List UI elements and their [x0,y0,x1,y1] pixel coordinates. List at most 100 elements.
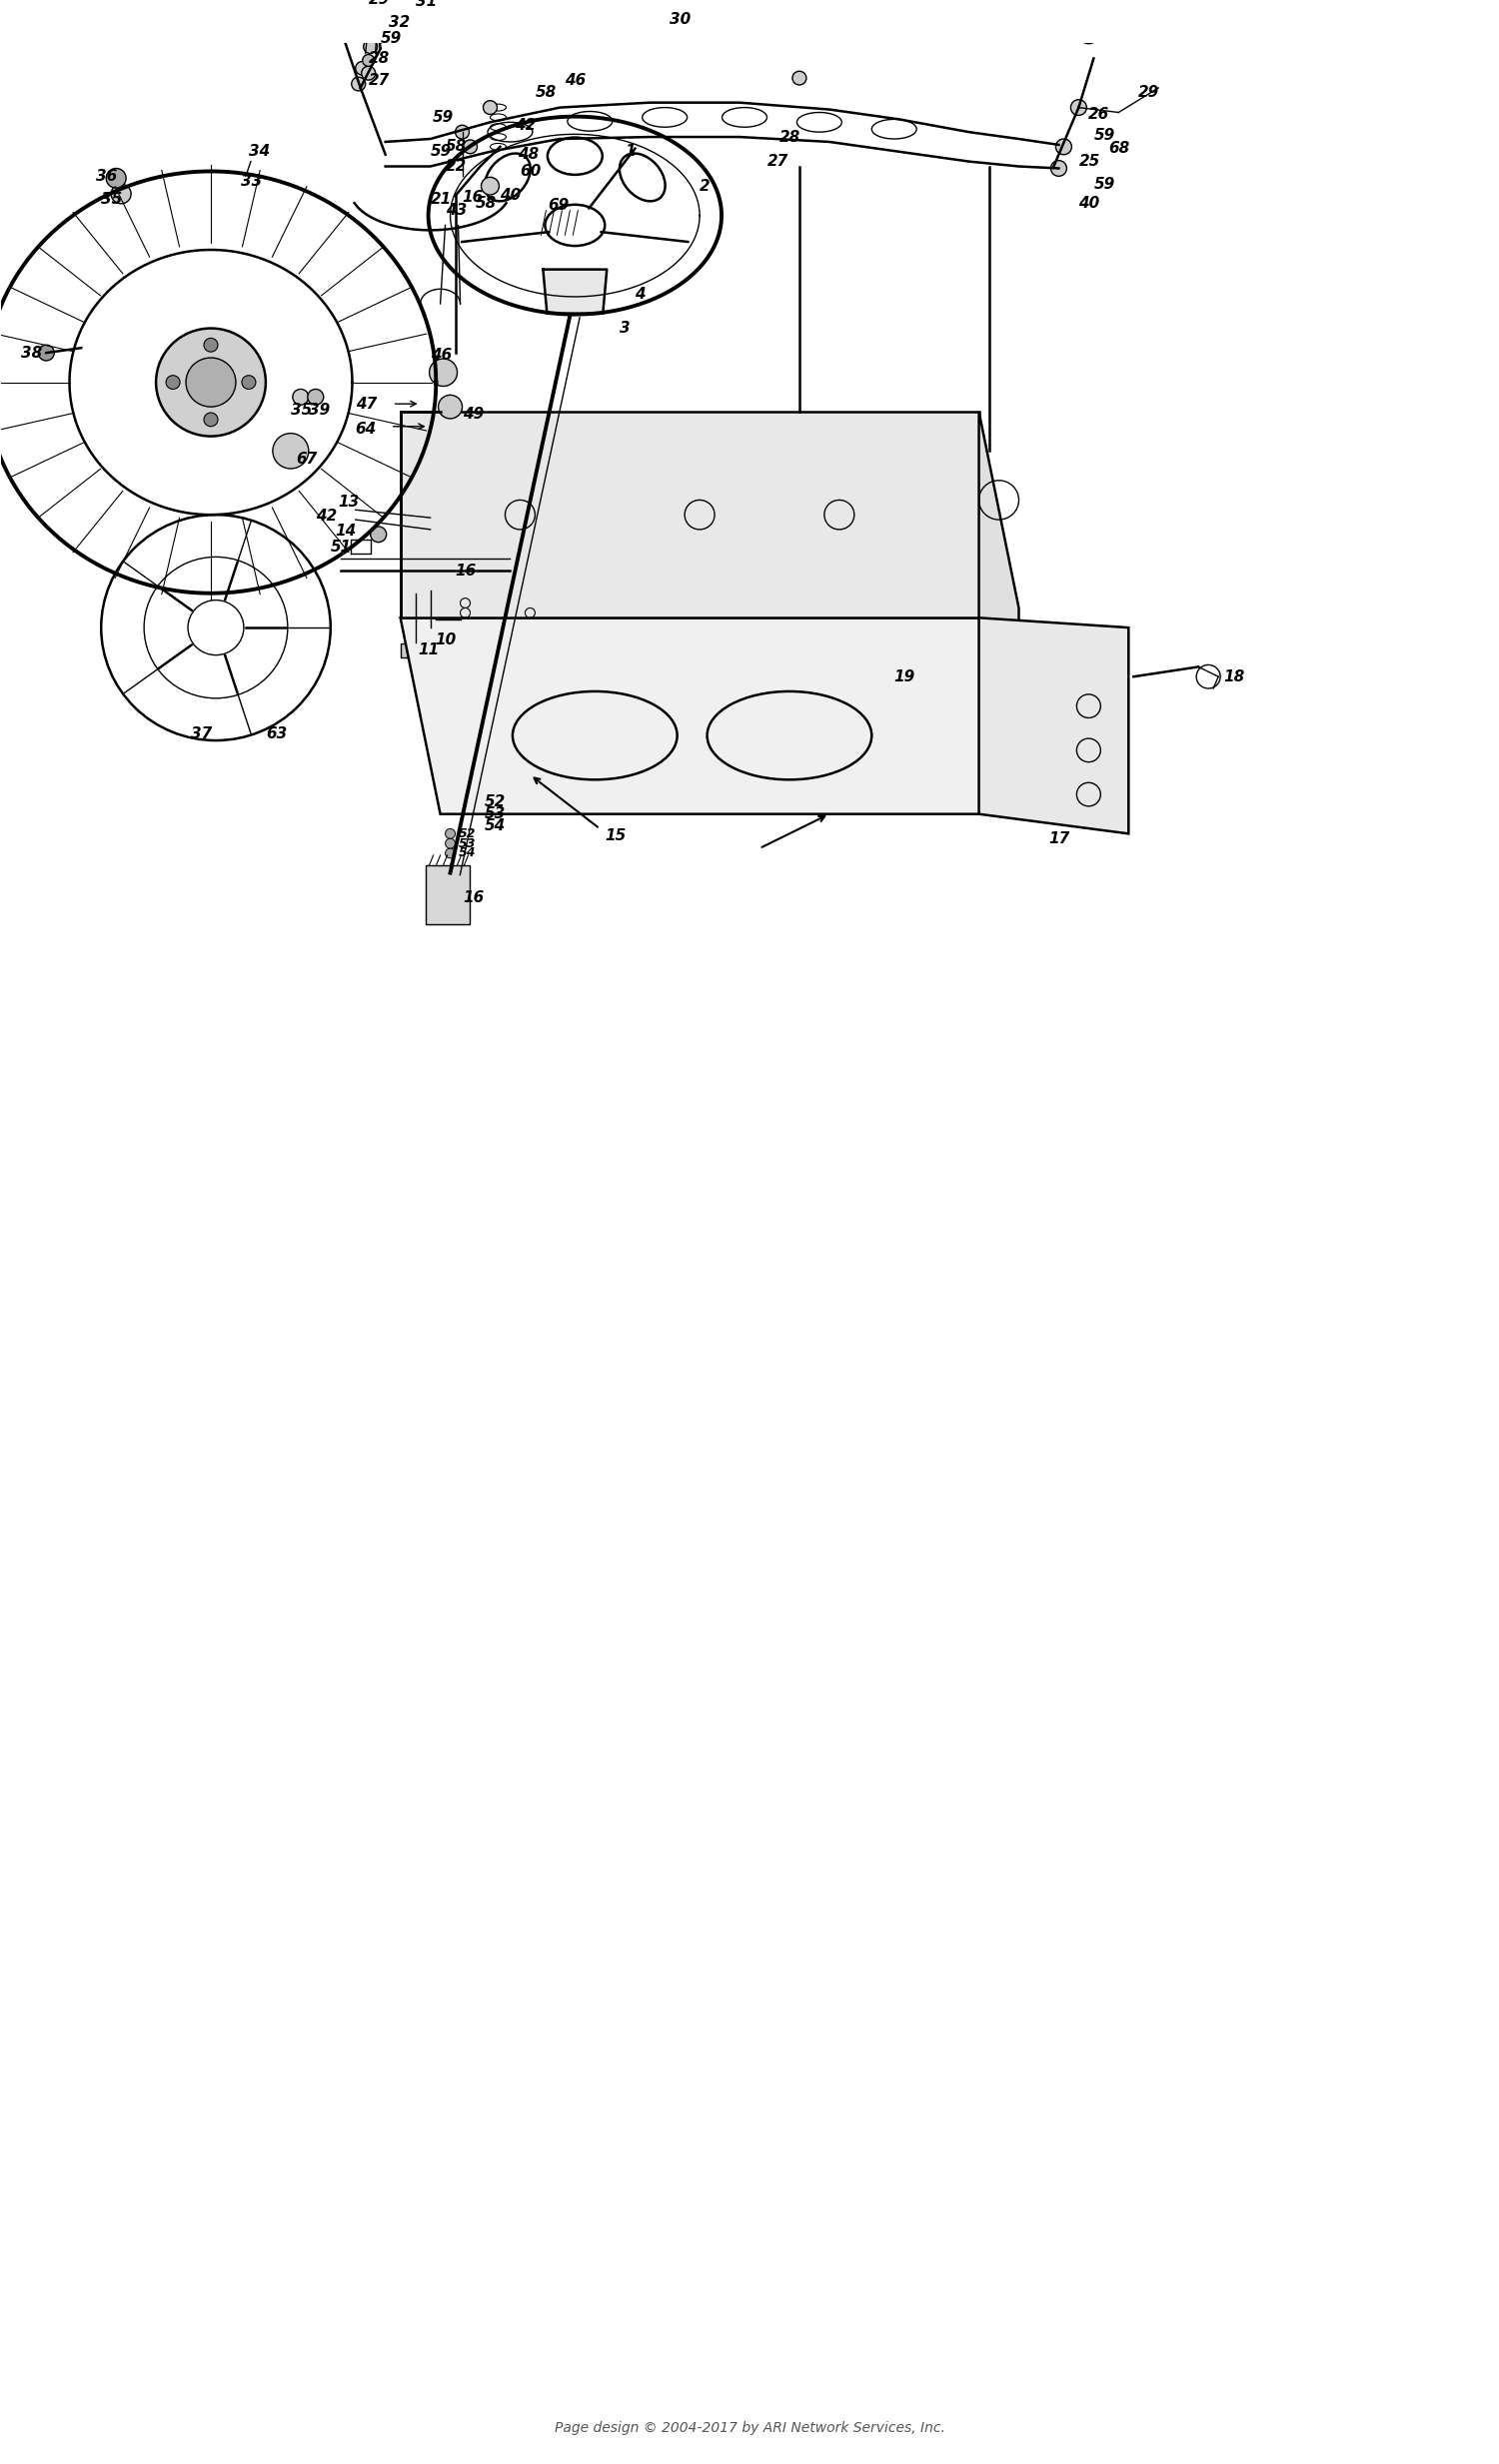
Text: 13: 13 [339,495,360,510]
Text: 25: 25 [1079,153,1100,170]
Text: 53: 53 [459,838,475,850]
Circle shape [463,140,477,153]
Circle shape [111,185,130,205]
Text: 26: 26 [1088,106,1109,121]
Text: 28: 28 [369,52,390,67]
Text: 38: 38 [21,345,42,360]
Text: 59: 59 [1094,128,1115,143]
Circle shape [204,338,217,352]
Text: 32: 32 [388,15,409,30]
Circle shape [445,838,456,848]
Text: 42: 42 [516,118,537,133]
Circle shape [1070,99,1087,116]
Text: 10: 10 [435,633,457,648]
Text: 30: 30 [670,12,691,27]
Circle shape [370,527,387,542]
Circle shape [445,848,456,857]
Text: 14: 14 [336,525,357,540]
Circle shape [483,101,498,113]
Text: 49: 49 [462,407,484,421]
Text: 59: 59 [432,111,454,126]
Circle shape [355,62,369,74]
Circle shape [363,54,375,67]
Text: 52: 52 [459,828,475,840]
Circle shape [793,71,806,84]
Text: 29: 29 [369,0,390,7]
Text: 27: 27 [767,153,788,170]
Text: 52: 52 [484,796,505,811]
Text: 67: 67 [295,451,316,466]
Ellipse shape [568,111,613,131]
Text: 54: 54 [459,848,475,860]
Text: 48: 48 [519,148,540,163]
Ellipse shape [642,108,687,128]
Text: 43: 43 [445,202,466,217]
Text: 28: 28 [779,131,800,145]
Text: 42: 42 [316,508,337,522]
Circle shape [241,375,256,389]
Text: 37: 37 [190,727,213,742]
Text: 64: 64 [355,421,376,436]
Ellipse shape [797,113,842,133]
Text: 36: 36 [96,168,117,185]
Text: 11: 11 [418,643,439,658]
Text: 18: 18 [1223,670,1244,685]
Text: 1: 1 [625,145,636,160]
Circle shape [273,434,309,468]
Text: 35: 35 [100,192,123,207]
Text: 59: 59 [381,32,402,47]
Circle shape [1051,160,1067,177]
Circle shape [292,389,309,404]
Text: 60: 60 [520,163,541,180]
Text: 33: 33 [241,172,262,190]
Text: 2: 2 [700,177,711,195]
Ellipse shape [423,626,438,636]
Bar [426,865,469,924]
Text: 3: 3 [619,320,631,335]
Circle shape [445,828,456,838]
Polygon shape [400,618,1019,813]
Text: 15: 15 [606,828,627,843]
Circle shape [429,360,457,387]
Text: 16: 16 [462,190,484,205]
Circle shape [481,177,499,195]
Circle shape [156,328,265,436]
Text: 22: 22 [445,158,466,175]
Text: 51: 51 [331,540,352,554]
Text: 58: 58 [445,140,466,155]
Text: 39: 39 [309,402,330,416]
Text: 29: 29 [1139,86,1160,101]
Text: 17: 17 [1049,830,1070,845]
Text: 35: 35 [291,402,312,416]
Text: 46: 46 [565,71,586,89]
Circle shape [166,375,180,389]
Text: 46: 46 [430,347,451,362]
Text: 19: 19 [893,670,916,685]
Ellipse shape [409,641,421,648]
Text: 59: 59 [1094,177,1115,192]
Circle shape [351,76,366,91]
Circle shape [204,411,217,426]
Circle shape [307,389,324,404]
Circle shape [361,67,375,79]
Text: 54: 54 [484,818,505,833]
Ellipse shape [723,108,767,128]
Text: 47: 47 [355,397,376,411]
Circle shape [1055,138,1072,155]
Circle shape [412,7,429,22]
Circle shape [375,32,387,42]
Text: 31: 31 [415,0,436,10]
Circle shape [438,394,462,419]
Circle shape [106,168,126,187]
Text: 40: 40 [501,187,522,205]
Text: 34: 34 [249,145,270,160]
Bar [400,643,430,658]
Polygon shape [400,411,979,618]
Text: 58: 58 [535,86,556,101]
Circle shape [456,126,469,138]
Text: 63: 63 [265,727,286,742]
Circle shape [186,357,235,407]
Text: 21: 21 [430,192,451,207]
Polygon shape [979,411,1019,813]
Text: 4: 4 [634,286,646,301]
